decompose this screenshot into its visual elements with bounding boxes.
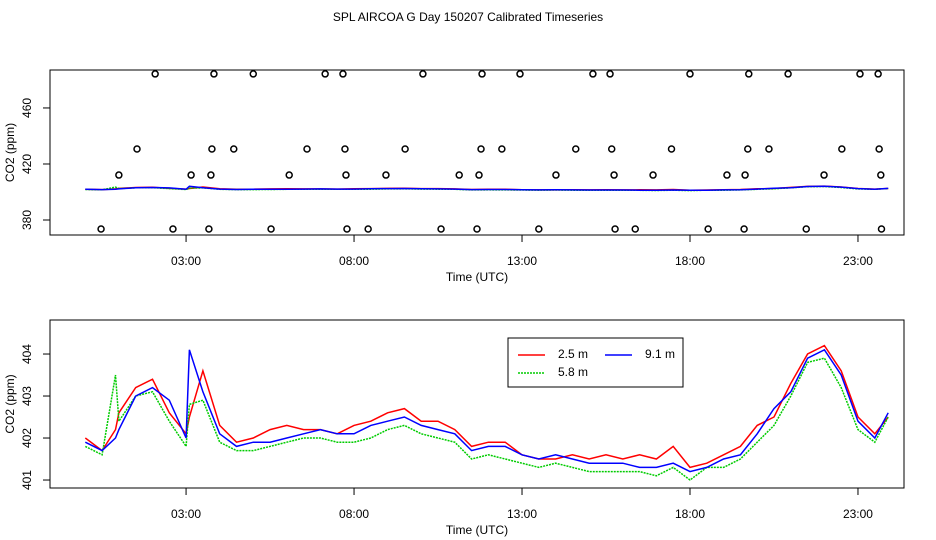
y-tick-label: 403 [20, 386, 34, 406]
point [267, 225, 275, 233]
point [741, 171, 749, 179]
point [610, 171, 618, 179]
point [740, 225, 748, 233]
legend-label: 2.5 m [558, 347, 588, 361]
point [115, 171, 123, 179]
point [475, 171, 483, 179]
point [649, 171, 657, 179]
point [342, 171, 350, 179]
y-axis-label: CO2 (ppm) [3, 123, 17, 182]
point [611, 225, 619, 233]
y-tick-label: 404 [20, 344, 34, 364]
point [207, 171, 215, 179]
legend: 2.5 m 5.8 m 9.1 m [507, 337, 684, 388]
y-tick-label: 401 [20, 470, 34, 490]
y-tick-label: 380 [20, 210, 34, 230]
point [745, 70, 753, 78]
y-tick-label: 420 [20, 154, 34, 174]
x-tick-label: 23:00 [843, 254, 873, 268]
point [230, 145, 238, 153]
y-axis-label: CO2 (ppm) [3, 374, 17, 433]
point [498, 145, 506, 153]
point [535, 225, 543, 233]
x-axis-label: Time (UTC) [446, 270, 508, 284]
point [704, 225, 712, 233]
plot-frame [49, 69, 905, 236]
x-tick-label: 13:00 [507, 507, 537, 521]
point [877, 225, 886, 233]
point [249, 70, 258, 78]
point [478, 70, 486, 78]
point [723, 171, 731, 179]
series-line [84, 344, 889, 469]
point [744, 145, 752, 153]
point [210, 70, 218, 78]
x-tick-label: 23:00 [843, 507, 873, 521]
point [321, 70, 329, 78]
series-line [84, 348, 889, 473]
x-tick-label: 18:00 [675, 254, 705, 268]
point [437, 225, 445, 233]
legend-label: 9.1 m [645, 347, 675, 361]
point [686, 70, 694, 78]
point [516, 70, 524, 78]
plot-frame [49, 319, 905, 489]
point [552, 171, 560, 179]
point [401, 145, 409, 153]
point [133, 145, 141, 153]
point [802, 225, 810, 233]
point [631, 225, 639, 233]
point [341, 145, 349, 153]
point [285, 171, 293, 179]
x-tick-label: 13:00 [507, 254, 537, 268]
point [667, 145, 676, 153]
point [589, 70, 597, 78]
y-tick-label: 402 [20, 428, 34, 448]
point [339, 70, 347, 78]
x-tick-label: 03:00 [171, 254, 201, 268]
point [343, 225, 351, 233]
x-tick-label: 08:00 [339, 507, 369, 521]
point [874, 70, 882, 78]
point [97, 225, 105, 233]
point [765, 145, 773, 153]
series-line [85, 185, 889, 192]
point [477, 145, 485, 153]
point [187, 171, 195, 179]
x-tick-label: 18:00 [675, 507, 705, 521]
point [419, 70, 427, 78]
point [606, 70, 614, 78]
point [784, 70, 792, 78]
legend-box [507, 337, 684, 388]
x-axis-label: Time (UTC) [446, 523, 508, 537]
point [151, 70, 159, 78]
point [303, 145, 311, 153]
point [572, 145, 580, 153]
point [382, 171, 390, 179]
x-tick-label: 03:00 [171, 507, 201, 521]
point [208, 145, 216, 153]
y-tick-label: 460 [20, 98, 34, 118]
point [473, 225, 481, 233]
point [364, 225, 372, 233]
point [838, 145, 846, 153]
point [856, 70, 864, 78]
point [205, 225, 213, 233]
legend-label: 5.8 m [558, 365, 588, 379]
series-line [84, 357, 889, 481]
point [877, 171, 885, 179]
chart-title: SPL AIRCOA G Day 150207 Calibrated Times… [333, 10, 603, 24]
point [820, 171, 828, 179]
point [875, 145, 883, 153]
x-tick-label: 08:00 [339, 254, 369, 268]
point [169, 225, 177, 233]
point [455, 171, 463, 179]
point [607, 145, 616, 153]
